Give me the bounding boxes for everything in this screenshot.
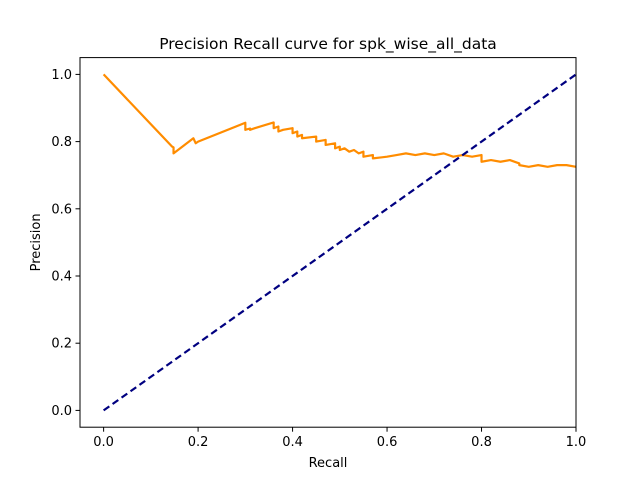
x-axis-ticks: 0.0 0.2 0.4 0.6 0.8 1.0: [93, 427, 586, 450]
y-tick-label: 0.4: [51, 270, 72, 285]
x-tick-label: 0.0: [93, 435, 114, 450]
x-tick-label: 1.0: [566, 435, 587, 450]
y-tick-label: 0.6: [51, 202, 72, 217]
chart-title: Precision Recall curve for spk_wise_all_…: [159, 35, 497, 54]
y-tick-label: 1.0: [51, 68, 72, 83]
x-axis-label: Recall: [309, 456, 348, 471]
pr-curve-line: [102, 73, 577, 168]
y-axis-ticks: 0.0 0.2 0.4 0.6 0.8 1.0: [51, 68, 80, 419]
x-tick-label: 0.8: [471, 435, 492, 450]
x-tick-label: 0.2: [188, 435, 209, 450]
plot-frame: [79, 57, 577, 428]
y-axis-label: Precision: [29, 213, 44, 271]
x-tick-label: 0.6: [377, 435, 398, 450]
y-tick-label: 0.2: [51, 337, 72, 352]
series-layer: [102, 73, 577, 412]
x-tick-label: 0.4: [282, 435, 303, 450]
y-tick-label: 0.8: [51, 135, 72, 150]
y-tick-label: 0.0: [51, 404, 72, 419]
baseline-diagonal-line: [102, 73, 577, 412]
